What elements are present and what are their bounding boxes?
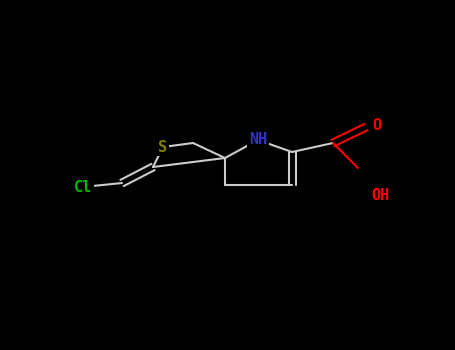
Text: S: S xyxy=(158,140,167,154)
Text: Cl: Cl xyxy=(74,180,92,195)
Text: OH: OH xyxy=(371,189,389,203)
Text: NH: NH xyxy=(249,133,267,147)
Text: O: O xyxy=(373,118,382,133)
